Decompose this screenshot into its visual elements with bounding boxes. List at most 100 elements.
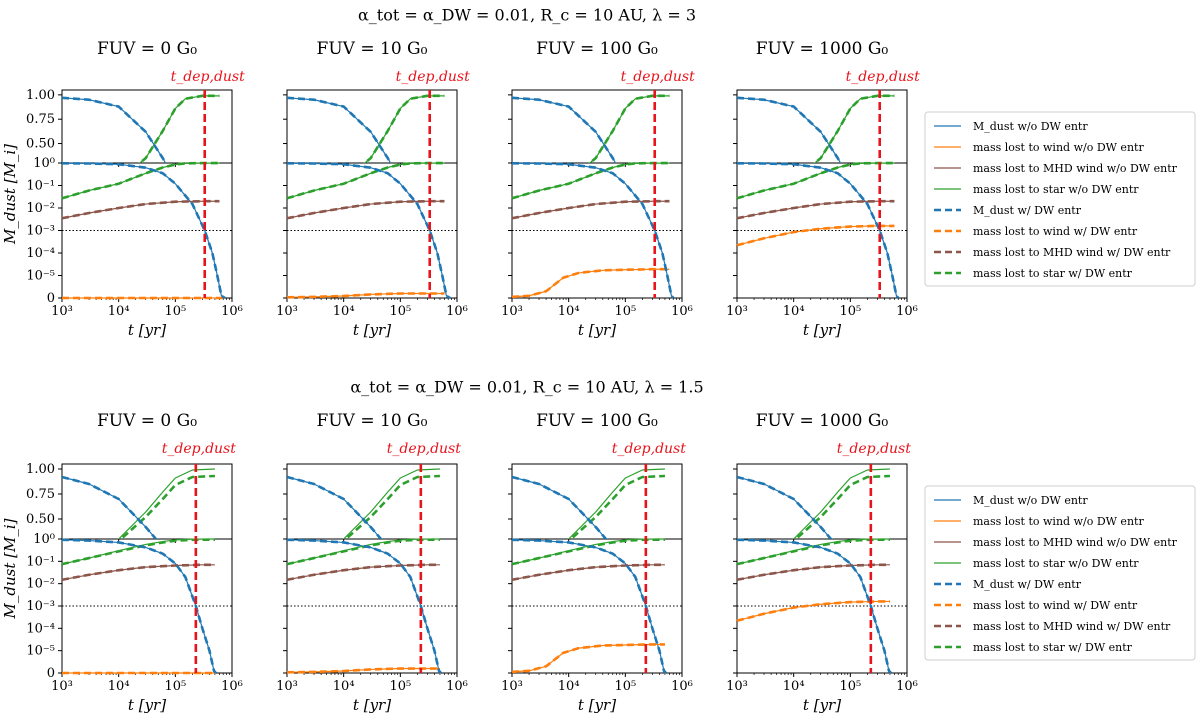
x-tick-label: 10⁶ — [671, 679, 693, 694]
y-axis-label: M_dust [M_i] — [1, 144, 19, 245]
dust-w-entr-line-bottom — [286, 162, 451, 300]
dust-w-entr-line-bottom — [286, 538, 442, 674]
dust-wo-entr-line-top — [287, 97, 392, 163]
subplot-title: FUV = 100 G₀ — [536, 39, 658, 59]
x-tick-label: 10⁵ — [839, 679, 861, 694]
dust-wo-entr-line-top — [512, 476, 607, 539]
subplot-title: FUV = 100 G₀ — [536, 411, 658, 431]
star-w-entr-line-top — [343, 474, 440, 539]
chart-row-2: M_dust [M_i] FUV = 0 G₀ 10³ 10⁴ 10⁵ 10⁶ t [yr]… — [1, 411, 1196, 714]
mhd-w-entr-line-bottom — [736, 199, 895, 220]
legend-label: mass lost to star w/ DW entr — [973, 267, 1133, 280]
mhd-w-entr-line-bottom — [736, 563, 890, 582]
y-tick-label: 0.50 — [26, 137, 55, 152]
suptitle: α_tot = α_DW = 0.01, R_c = 10 AU, λ = 1.… — [350, 378, 703, 397]
legend-box — [924, 485, 1196, 661]
x-tick-label: 10⁵ — [389, 304, 411, 319]
y-tick-label: 10⁻² — [26, 201, 55, 216]
x-tick-label: 10³ — [501, 304, 523, 319]
x-tick-label: 10⁴ — [558, 679, 580, 694]
star-w-entr-line-bottom — [61, 538, 215, 566]
star-w-entr-line-top — [568, 474, 665, 539]
y-tick-label: 0 — [47, 666, 55, 681]
tdep-dust-label: t_dep,dust — [846, 69, 920, 85]
x-tick-label: 10⁵ — [164, 304, 186, 319]
y-tick-label: 10⁻¹ — [26, 554, 55, 569]
tdep-dust-label: t_dep,dust — [396, 69, 470, 85]
star-wo-entr-line-bottom — [511, 538, 665, 565]
star-wo-entr-line-bottom — [511, 162, 670, 199]
y-tick-label: 10⁰ — [33, 156, 55, 171]
legend-label: mass lost to wind w/ DW entr — [973, 225, 1138, 238]
top-axes-frame — [736, 89, 908, 164]
star-w-entr-line-bottom — [61, 161, 220, 200]
x-tick-label: 10⁶ — [446, 679, 468, 694]
star-w-entr-line-top — [812, 94, 895, 163]
y-tick-label: 10⁻² — [26, 577, 55, 592]
mhd-w-entr-line-bottom — [61, 199, 220, 220]
x-tick-label: 10³ — [726, 679, 748, 694]
star-wo-entr-line-bottom — [736, 162, 895, 199]
legend-box — [924, 111, 1196, 287]
wind-w-entr-line-bottom — [736, 224, 895, 247]
x-axis-label: t [yr] — [578, 321, 616, 339]
star-w-entr-line-top — [118, 474, 215, 539]
legend-label: M_dust w/o DW entr — [973, 120, 1088, 133]
x-tick-label: 10⁵ — [389, 679, 411, 694]
tdep-dust-label: t_dep,dust — [171, 69, 245, 85]
x-tick-label: 10³ — [726, 304, 748, 319]
star-wo-entr-line-bottom — [61, 162, 220, 199]
tdep-dust-label: t_dep,dust — [162, 441, 236, 457]
x-axis-label: t [yr] — [578, 696, 616, 714]
subplot-title: FUV = 1000 G₀ — [756, 411, 889, 431]
dust-w-entr-line-top — [512, 475, 608, 539]
x-tick-label: 10⁶ — [221, 304, 243, 319]
y-tick-label: 10⁰ — [33, 532, 55, 547]
top-axes-frame — [61, 89, 233, 164]
legend-label: mass lost to MHD wind w/o DW entr — [973, 536, 1178, 549]
wind-w-entr-line-bottom — [736, 600, 890, 622]
legend-label: mass lost to MHD wind w/ DW entr — [973, 620, 1171, 633]
dust-wo-entr-line-top — [512, 97, 617, 163]
x-tick-label: 10⁶ — [221, 679, 243, 694]
subplot-title: FUV = 10 G₀ — [317, 39, 428, 59]
star-w-entr-line-bottom — [511, 538, 665, 566]
wind-wo-entr-line-bottom — [511, 643, 665, 673]
star-wo-entr-line-bottom — [286, 162, 445, 199]
x-axis-label: t [yr] — [128, 321, 166, 339]
dust-wo-entr-line-top — [737, 476, 832, 539]
x-tick-label: 10⁴ — [108, 304, 130, 319]
x-tick-label: 10⁶ — [671, 304, 693, 319]
mhd-w-entr-line-bottom — [511, 199, 670, 220]
legend-label: mass lost to star w/o DW entr — [973, 557, 1139, 570]
star-wo-entr-line-top — [117, 468, 215, 539]
legend-label: mass lost to MHD wind w/o DW entr — [973, 162, 1178, 175]
y-tick-label: 10⁻³ — [26, 599, 55, 614]
x-tick-label: 10³ — [51, 304, 73, 319]
y-tick-label: 0.75 — [26, 112, 55, 127]
star-wo-entr-line-bottom — [61, 538, 215, 565]
x-tick-label: 10⁴ — [108, 679, 130, 694]
dust-w-entr-line-top — [737, 96, 842, 163]
dust-w-entr-line-bottom — [61, 162, 226, 300]
subplot-fuv-10: FUV = 10 G₀ 10³ 10⁴ 10⁵ 10⁶ t [yr] t_dep,dust — [276, 39, 470, 339]
legend-label: mass lost to star w/o DW entr — [973, 183, 1139, 196]
x-tick-label: 10⁴ — [333, 679, 355, 694]
y-tick-label: 1.00 — [26, 88, 55, 103]
x-axis-label: t [yr] — [803, 696, 841, 714]
tdep-dust-label: t_dep,dust — [621, 69, 695, 85]
x-tick-label: 10⁵ — [614, 304, 636, 319]
dust-w-entr-line-top — [737, 475, 833, 539]
legend-label: mass lost to wind w/o DW entr — [973, 515, 1144, 528]
star-wo-entr-line-top — [342, 468, 440, 539]
subplot-title: FUV = 1000 G₀ — [756, 39, 889, 59]
mhd-w-entr-line-bottom — [286, 563, 440, 582]
subplot-fuv-1000: FUV = 1000 G₀ 10³ 10⁴ 10⁵ 10⁶ t [yr] t_dep,dus… — [726, 39, 920, 339]
x-tick-label: 10⁴ — [783, 679, 805, 694]
wind-w-entr-line-bottom — [286, 292, 445, 299]
dust-w-entr-line-top — [62, 96, 167, 163]
subplot-title: FUV = 10 G₀ — [317, 411, 428, 431]
top-axes-frame — [511, 89, 683, 164]
x-tick-label: 10⁴ — [558, 304, 580, 319]
